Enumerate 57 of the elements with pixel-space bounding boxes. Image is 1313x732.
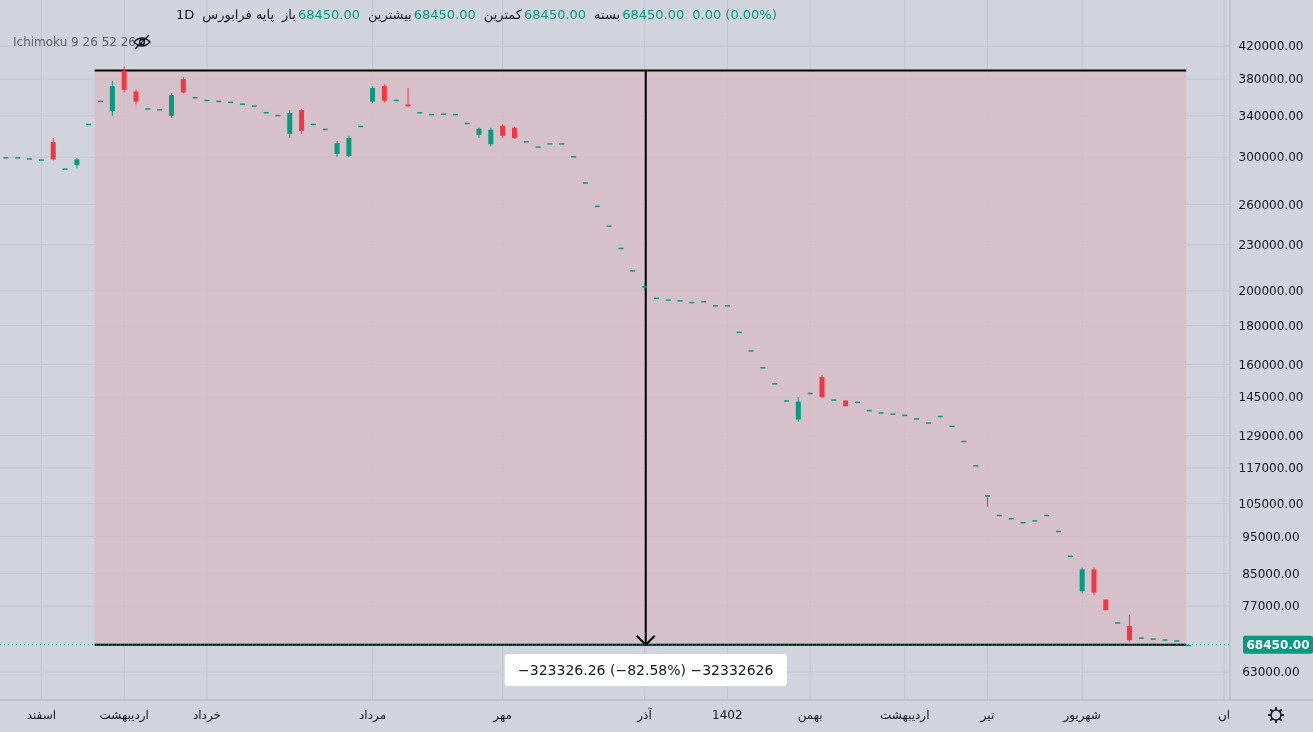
- x-tick-label: تیر: [979, 708, 995, 723]
- candlestick: [1091, 567, 1097, 596]
- x-tick-label: مهر: [492, 708, 512, 723]
- candlestick: [299, 108, 305, 135]
- y-tick-label: 200000.00: [1238, 284, 1304, 299]
- y-tick-label: 380000.00: [1238, 72, 1304, 87]
- y-tick-label: 260000.00: [1238, 197, 1304, 212]
- annotation: 68450.00: [622, 7, 685, 22]
- annotation: 68450.00: [297, 7, 360, 22]
- x-tick-label: اردیبهشت: [99, 708, 149, 723]
- x-tick-label: 1402: [712, 708, 743, 722]
- candlestick: [405, 87, 411, 108]
- candlestick: [121, 65, 127, 93]
- y-tick-label: 420000.00: [1238, 39, 1304, 54]
- annotation: پایه فرابورس: [202, 7, 275, 22]
- x-tick-label: اسفند: [26, 708, 57, 722]
- x-tick-label: بهمن: [797, 708, 823, 723]
- candlestick: [819, 374, 825, 399]
- candlestick: [795, 396, 801, 423]
- x-tick-label: آذر: [636, 707, 653, 723]
- x-tick-label: مرداد: [359, 708, 387, 723]
- annotation: 68450.00: [524, 7, 587, 22]
- y-tick-label: 160000.00: [1238, 357, 1304, 372]
- ref-line-label: 68450.00: [1246, 637, 1310, 652]
- annotation: Ichimoku 9 26 52 26: [13, 35, 136, 49]
- y-tick-label: 230000.00: [1238, 238, 1304, 253]
- annotation: 1D: [176, 7, 195, 22]
- y-tick-label: 300000.00: [1238, 150, 1304, 165]
- y-tick-label: 180000.00: [1238, 318, 1304, 333]
- candlestick: [168, 92, 174, 119]
- candlestick: [488, 127, 494, 147]
- y-tick-label: 85000.00: [1242, 566, 1300, 581]
- y-tick-label: 340000.00: [1238, 109, 1304, 124]
- x-tick-label: خرداد: [192, 708, 221, 723]
- annotation: بسته: [594, 7, 621, 22]
- y-tick-label: 77000.00: [1242, 599, 1300, 614]
- candlestick: [1126, 614, 1132, 643]
- x-tick-label: ان: [1218, 708, 1231, 722]
- x-tick-label: اردیبهشت: [880, 708, 930, 723]
- y-tick-label: 129000.00: [1238, 428, 1304, 443]
- x-tick-label: شهریور: [1062, 708, 1101, 723]
- annotation: −323326.26 (−82.58%) −32332626: [518, 661, 774, 678]
- annotation: 68450.00: [413, 7, 476, 22]
- annotation: بیشترین: [367, 7, 412, 22]
- candlestick: [287, 109, 293, 139]
- y-tick-label: 117000.00: [1238, 461, 1304, 476]
- candlestick: [50, 137, 56, 161]
- y-tick-label: 95000.00: [1242, 529, 1300, 544]
- y-tick-label: 63000.00: [1242, 665, 1300, 680]
- candlestick: [346, 135, 352, 158]
- annotation: 0.00 (0.00%): [692, 7, 777, 22]
- candlestick: [381, 83, 387, 104]
- y-tick-label: 105000.00: [1238, 496, 1304, 511]
- y-tick-label: 145000.00: [1238, 390, 1304, 405]
- annotation: باز: [282, 7, 296, 22]
- candlestick: [1079, 567, 1085, 594]
- annotation: کمترین: [483, 7, 523, 22]
